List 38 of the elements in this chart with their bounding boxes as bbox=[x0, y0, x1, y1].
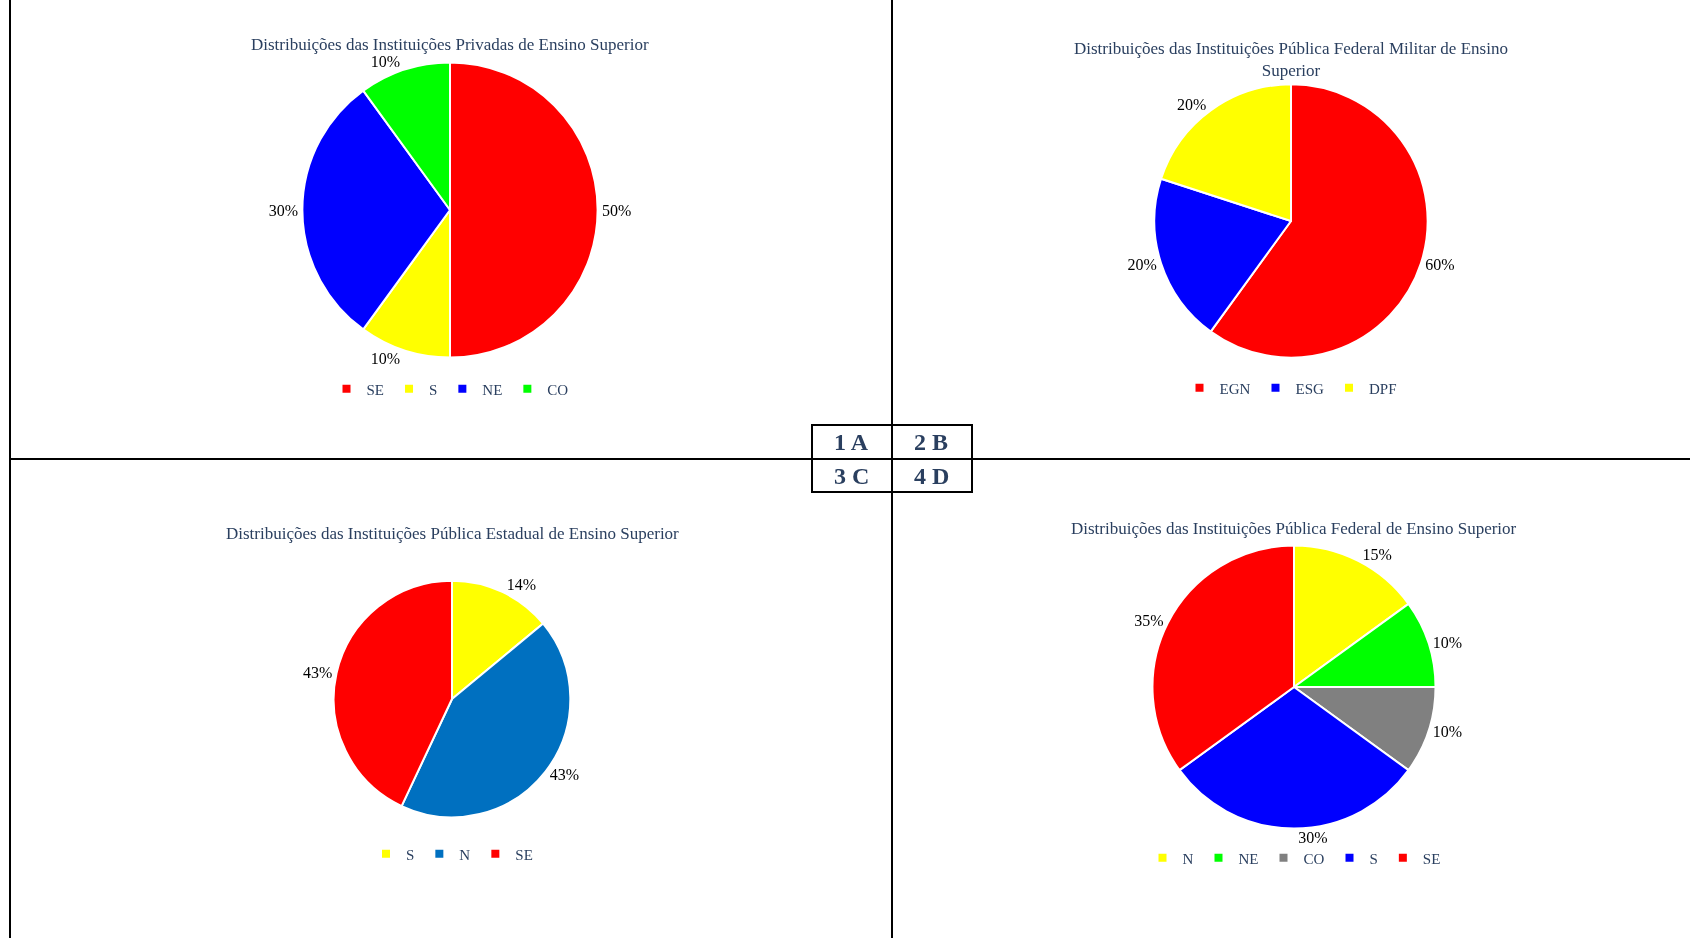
legend-label: DPF bbox=[1369, 380, 1397, 397]
text: 1 A bbox=[834, 429, 869, 455]
data-label: 20% bbox=[1177, 96, 1207, 114]
data-label: 35% bbox=[1134, 612, 1164, 630]
legend-label: S bbox=[429, 381, 438, 398]
legend-label: CO bbox=[1303, 850, 1325, 867]
legend-label: NE bbox=[482, 381, 503, 398]
data-label: 43% bbox=[302, 664, 333, 682]
data-label: 50% bbox=[601, 201, 632, 219]
legend-label: S bbox=[1369, 850, 1378, 867]
legend-label: SE bbox=[1422, 850, 1441, 867]
legend-label: SE bbox=[366, 381, 385, 398]
data-label: 60% bbox=[1425, 255, 1455, 273]
legend-label: CO bbox=[547, 381, 569, 398]
text: 4 D bbox=[914, 463, 950, 489]
chart-title: Distribuições das Instituições Privadas de Ensino Superior bbox=[251, 35, 649, 54]
text: 3 C bbox=[834, 463, 870, 489]
data-label: 15% bbox=[1362, 545, 1392, 563]
legend-label: ESG bbox=[1295, 380, 1324, 397]
legend-label: SE bbox=[515, 846, 533, 863]
legend-label: NE bbox=[1238, 850, 1259, 867]
data-label: 10% bbox=[1432, 723, 1463, 741]
data-label: 30% bbox=[1298, 828, 1328, 846]
data-label: 10% bbox=[370, 349, 401, 367]
chart-title: Distribuições das Instituições Pública Estadual de Ensino Superior bbox=[226, 524, 680, 543]
legend-label: N bbox=[1182, 850, 1194, 867]
chart-title: Distribuições das Instituições Pública Federal de Ensino Superior bbox=[1071, 519, 1517, 538]
chart-title: Distribuições das Instituições Pública Federal Militar de Ensino Superior bbox=[1074, 39, 1508, 81]
data-label: 43% bbox=[549, 766, 580, 784]
text: 2 B bbox=[914, 429, 949, 455]
legend-label: EGN bbox=[1219, 380, 1251, 397]
data-label: 10% bbox=[1432, 633, 1463, 651]
data-label: 30% bbox=[268, 201, 299, 219]
legend-label: S bbox=[406, 846, 415, 863]
data-label: 14% bbox=[506, 576, 536, 594]
data-label: 20% bbox=[1127, 255, 1157, 273]
data-label: 10% bbox=[370, 53, 401, 71]
legend-label: N bbox=[459, 846, 471, 863]
